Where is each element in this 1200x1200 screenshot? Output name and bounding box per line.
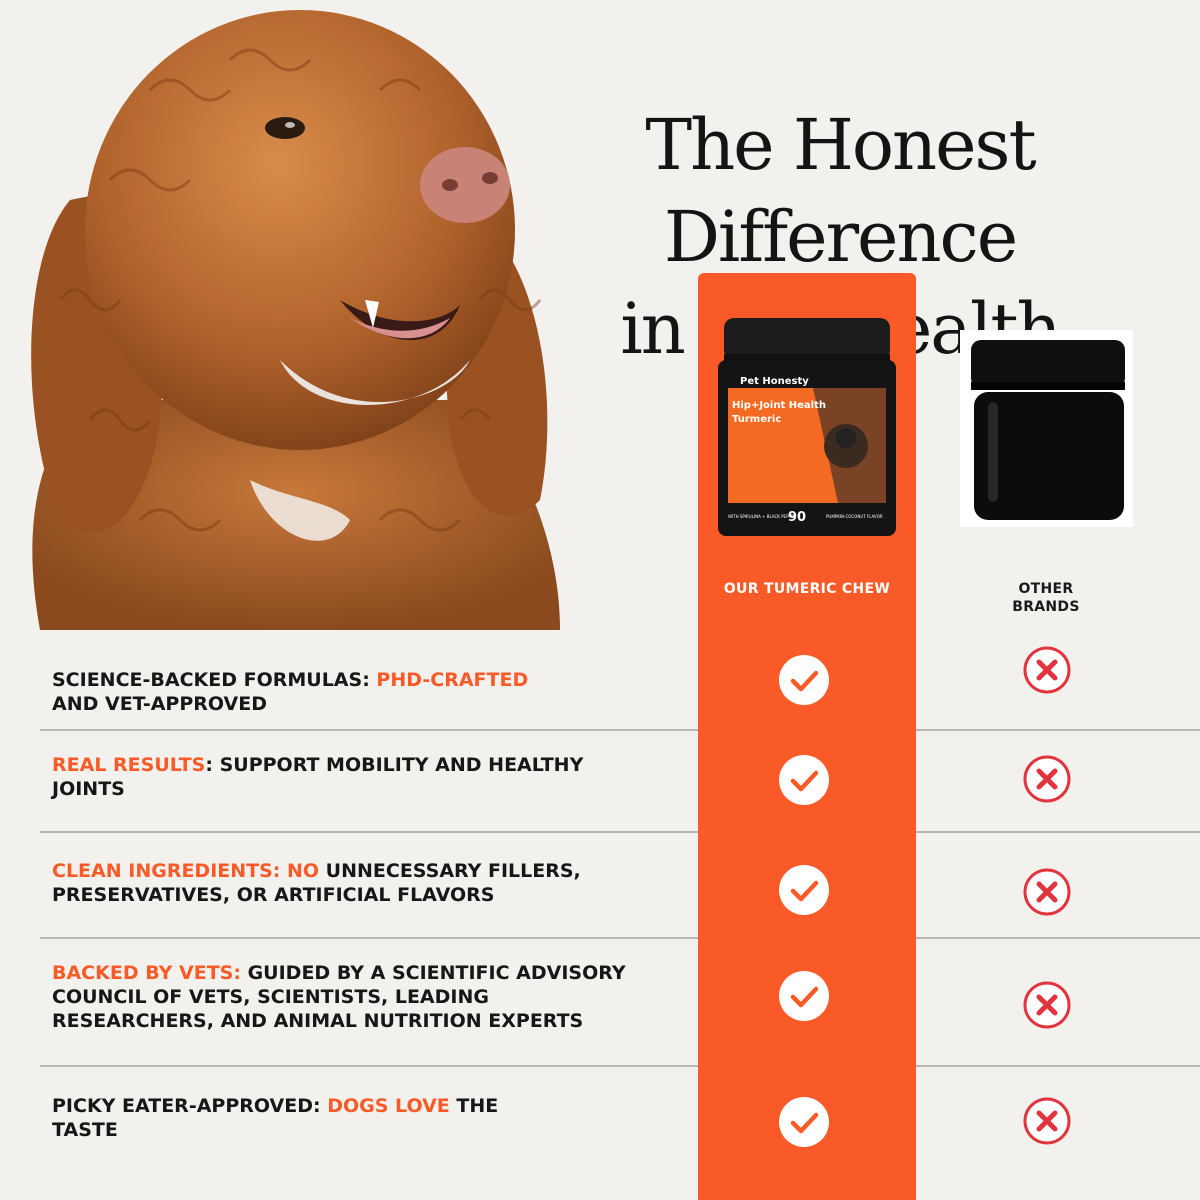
feature-row-label: BACKED BY VETS: GUIDED BY A SCIENTIFIC A… xyxy=(52,961,652,1033)
row-highlight: BACKED BY VETS: xyxy=(52,962,241,984)
our-column-header: OUR TUMERIC CHEW xyxy=(723,581,891,597)
product-name-line-1: Hip+Joint Health xyxy=(732,400,826,411)
x-circle-icon xyxy=(1023,981,1071,1029)
row-divider xyxy=(40,1065,1200,1067)
x-circle-icon xyxy=(1023,646,1071,694)
product-flavor: PUMPKIN-COCONUT FLAVOR xyxy=(826,514,883,519)
feature-row-label: REAL RESULTS: SUPPORT MOBILITY AND HEALT… xyxy=(52,753,652,801)
row-text: THE TASTE xyxy=(52,1095,499,1141)
row-text: PICKY EATER-APPROVED: xyxy=(52,1095,328,1117)
other-brand-jar xyxy=(971,340,1125,520)
feature-row-label: PICKY EATER-APPROVED: DOGS LOVE THE TAST… xyxy=(52,1094,532,1142)
x-circle-icon xyxy=(1023,868,1071,916)
headline-line-1: The Honest Difference xyxy=(645,103,1036,278)
row-divider xyxy=(40,937,1200,939)
row-text: GUIDED BY A SCIENTIFIC ADVISORY COUNCIL … xyxy=(52,962,626,1032)
x-circle-icon xyxy=(1023,755,1071,803)
row-text: AND VET-APPROVED xyxy=(52,693,268,715)
product-name-line-2: Turmeric xyxy=(732,414,781,425)
row-highlight: PHD-CRAFTED xyxy=(376,669,529,691)
check-circle-icon xyxy=(779,971,829,1021)
row-highlight: CLEAN INGREDIENTS: NO xyxy=(52,860,320,882)
product-ingredients: WITH SPIRULINA + BLACK PEPPER xyxy=(728,514,796,519)
row-text: SCIENCE-BACKED FORMULAS: xyxy=(52,669,377,691)
check-circle-icon xyxy=(779,755,829,805)
check-circle-icon xyxy=(779,1097,829,1147)
feature-row-label: CLEAN INGREDIENTS: NO UNNECESSARY FILLER… xyxy=(52,859,652,907)
check-circle-icon xyxy=(779,865,829,915)
our-product-jar: Pet Honesty Hip+Joint Health Turmeric 90… xyxy=(718,318,896,536)
row-divider xyxy=(40,831,1200,833)
row-highlight: REAL RESULTS xyxy=(52,754,206,776)
page-headline: The Honest Difference in Pet Health xyxy=(500,99,1180,375)
row-divider xyxy=(40,729,1200,731)
x-circle-icon xyxy=(1023,1097,1071,1145)
product-brand: Pet Honesty xyxy=(740,376,809,387)
row-text: : SUPPORT MOBILITY AND HEALTHY JOINTS xyxy=(52,754,584,800)
other-column-header-line-1: OTHER xyxy=(1018,581,1074,597)
row-highlight: DOGS LOVE xyxy=(327,1095,450,1117)
feature-row-label: SCIENCE-BACKED FORMULAS: PHD-CRAFTED AND… xyxy=(52,668,652,716)
dog-illustration xyxy=(31,10,560,630)
other-column-header: OTHER BRANDS xyxy=(966,580,1126,616)
product-count: 90 xyxy=(788,510,806,525)
row-text: UNNECESSARY FILLERS, PRESERVATIVES, OR A… xyxy=(52,860,581,906)
other-brand-image xyxy=(960,330,1133,527)
other-column-header-line-2: BRANDS xyxy=(1012,599,1080,615)
check-circle-icon xyxy=(779,655,829,705)
